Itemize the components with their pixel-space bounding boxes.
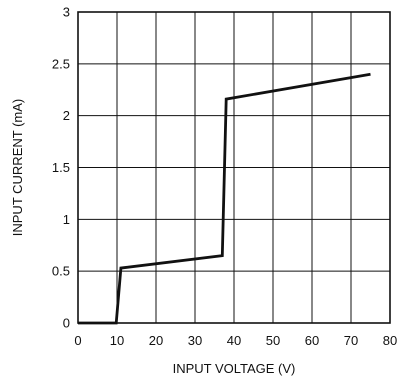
y-axis-title: INPUT CURRENT (mA) [10, 99, 25, 236]
grid [78, 12, 390, 323]
y-tick-label: 1 [63, 212, 70, 227]
y-tick-label: 2 [63, 108, 70, 123]
x-tick-label: 40 [227, 333, 241, 348]
x-axis-title: INPUT VOLTAGE (V) [173, 361, 296, 376]
x-tick-label: 60 [305, 333, 319, 348]
y-axis-ticks: 0 0.5 1 1.5 2 2.5 3 [52, 5, 70, 331]
x-tick-label: 20 [149, 333, 163, 348]
x-tick-label: 30 [188, 333, 202, 348]
y-tick-label: 2.5 [52, 56, 70, 71]
y-tick-label: 0 [63, 316, 70, 331]
y-tick-label: 3 [63, 5, 70, 20]
series-layer [78, 72, 371, 325]
y-tick-label: 1.5 [52, 160, 70, 175]
plot-frame [77, 11, 391, 324]
x-tick-label: 80 [383, 333, 397, 348]
x-tick-label: 70 [344, 333, 358, 348]
x-tick-label: 0 [74, 333, 81, 348]
x-tick-label: 50 [266, 333, 280, 348]
series-line [78, 72, 371, 325]
x-axis-ticks: 0 10 20 30 40 50 60 70 80 [74, 333, 397, 348]
y-tick-label: 0.5 [52, 264, 70, 279]
x-tick-label: 10 [110, 333, 124, 348]
